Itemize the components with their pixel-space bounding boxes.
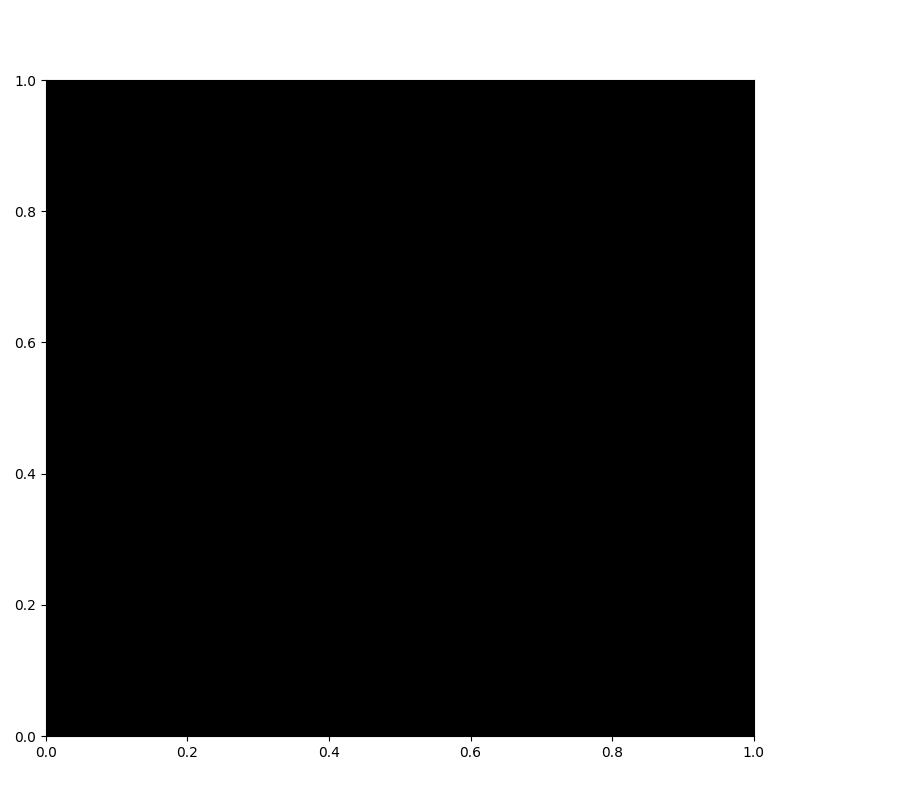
Text: Cartopy not available: Cartopy not available: [324, 397, 475, 411]
